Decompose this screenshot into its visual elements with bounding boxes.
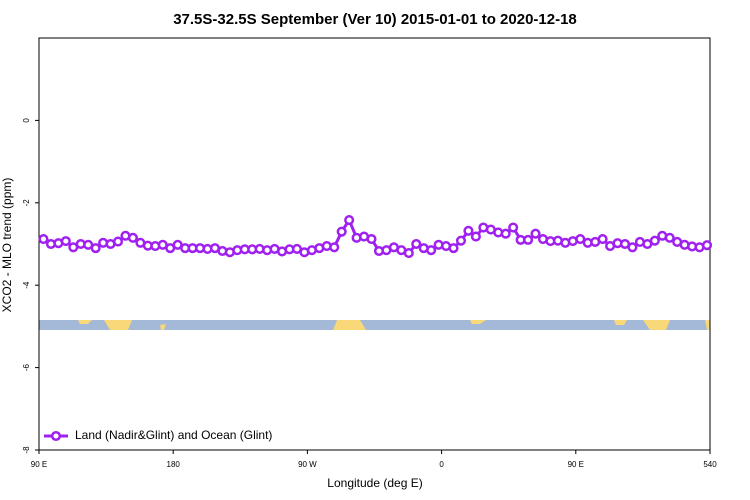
point [127, 232, 138, 243]
land [614, 320, 627, 325]
land [643, 320, 670, 330]
land [705, 320, 710, 330]
point [575, 234, 586, 245]
x-tick-label: 540 [703, 460, 717, 469]
point [649, 235, 660, 246]
y-tick-label: -6 [22, 363, 31, 371]
point [530, 228, 541, 239]
point [470, 231, 481, 242]
point [455, 235, 467, 246]
point [90, 243, 101, 254]
point [112, 236, 124, 247]
point [597, 234, 608, 245]
x-tick-label: 0 [439, 460, 444, 469]
y-axis-label: XCO2 - MLO trend (ppm) [0, 178, 14, 313]
land [160, 324, 166, 330]
point [426, 245, 437, 256]
x-tick-label: 90 E [31, 460, 47, 469]
point [336, 226, 347, 237]
point [38, 234, 49, 245]
land [333, 320, 366, 330]
point [448, 243, 459, 254]
legend-label: Land (Nadir&Glint) and Ocean (Glint) [75, 428, 272, 442]
map-strip [39, 320, 710, 330]
land [104, 320, 132, 330]
x-tick-label: 180 [167, 460, 181, 469]
point [411, 238, 422, 250]
point [329, 242, 340, 253]
y-tick-label: 0 [22, 118, 31, 123]
ocean-band [39, 320, 710, 330]
point [344, 215, 355, 226]
land [470, 320, 486, 324]
y-tick-label: -2 [22, 199, 31, 207]
legend-marker [50, 430, 62, 442]
point [403, 248, 414, 259]
x-tick-label: 90 E [568, 460, 584, 469]
point [523, 234, 534, 245]
point [627, 242, 638, 253]
point [463, 225, 474, 236]
point [508, 222, 519, 233]
point [664, 232, 675, 243]
y-tick-label: -4 [22, 281, 31, 289]
x-tick-label: 90 W [298, 460, 317, 469]
point [366, 234, 377, 245]
x-axis-label: Longitude (deg E) [327, 476, 422, 490]
point [60, 236, 71, 247]
point [500, 228, 511, 239]
land [78, 320, 92, 324]
y-tick-label: -8 [22, 446, 31, 454]
point [701, 240, 713, 251]
legend: Land (Nadir&Glint) and Ocean (Glint) [44, 428, 272, 442]
chart-title: 37.5S-32.5S September (Ver 10) 2015-01-0… [173, 11, 577, 28]
